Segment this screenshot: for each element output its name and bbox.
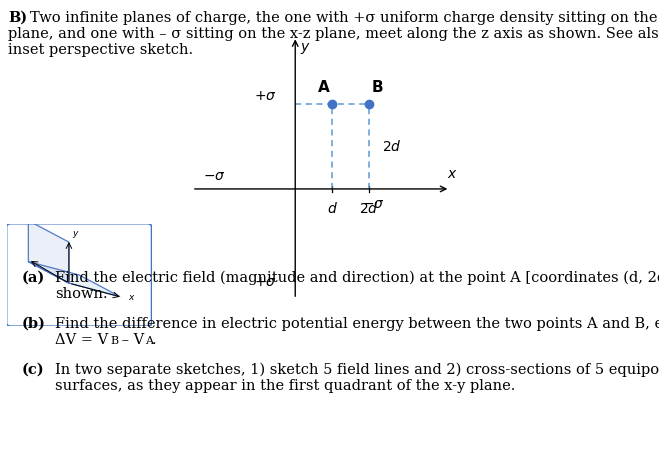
Text: B): B) — [8, 11, 27, 25]
Text: $y$: $y$ — [72, 229, 80, 240]
Text: B: B — [110, 336, 118, 346]
Text: B: B — [372, 80, 384, 95]
FancyBboxPatch shape — [7, 224, 152, 326]
Text: Two infinite planes of charge, the one with +σ uniform charge density sitting on: Two infinite planes of charge, the one w… — [30, 11, 659, 25]
Text: ΔV = V: ΔV = V — [55, 333, 108, 347]
Text: A: A — [145, 336, 153, 346]
Text: $-\sigma$: $-\sigma$ — [362, 197, 384, 211]
Text: $+\sigma$: $+\sigma$ — [254, 89, 277, 103]
Polygon shape — [28, 220, 69, 283]
Text: (b): (b) — [22, 317, 46, 331]
Text: A: A — [318, 80, 330, 95]
Text: $2d$: $2d$ — [382, 139, 401, 154]
Text: $y$: $y$ — [300, 41, 311, 55]
Text: surfaces, as they appear in the first quadrant of the x-y plane.: surfaces, as they appear in the first qu… — [55, 379, 515, 393]
Text: – V: – V — [117, 333, 144, 347]
Text: $-\sigma$: $-\sigma$ — [203, 169, 226, 183]
Text: In two separate sketches, 1) sketch 5 field lines and 2) cross-sections of 5 equ: In two separate sketches, 1) sketch 5 fi… — [55, 363, 659, 377]
Text: (c): (c) — [22, 363, 45, 377]
Text: (a): (a) — [22, 271, 45, 285]
Text: $d$: $d$ — [327, 201, 337, 216]
Text: $+\sigma$: $+\sigma$ — [254, 275, 277, 289]
Text: Find the difference in electric potential energy between the two points A and B,: Find the difference in electric potentia… — [55, 317, 659, 331]
Text: plane, and one with – σ sitting on the x-z plane, meet along the z axis as shown: plane, and one with – σ sitting on the x… — [8, 27, 659, 41]
Text: Find the electric field (magnitude and direction) at the point A [coordinates (d: Find the electric field (magnitude and d… — [55, 271, 659, 285]
Text: .: . — [152, 333, 157, 347]
Text: $x$: $x$ — [447, 167, 457, 181]
Text: $2d$: $2d$ — [359, 201, 379, 216]
Text: inset perspective sketch.: inset perspective sketch. — [8, 43, 193, 57]
Polygon shape — [28, 261, 120, 296]
Text: shown.: shown. — [55, 287, 107, 301]
Text: $x$: $x$ — [129, 293, 136, 302]
